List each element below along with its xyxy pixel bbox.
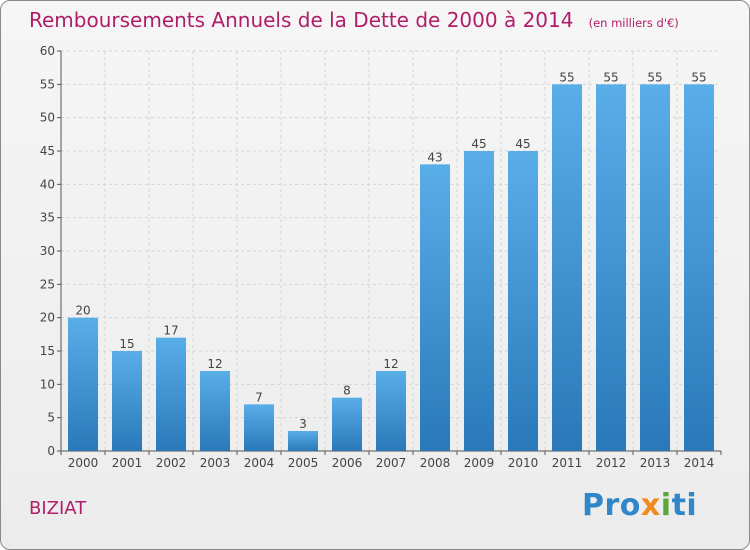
data-label: 12: [207, 357, 222, 371]
y-tick-label: 30: [40, 244, 55, 258]
logo-part-1: Pro: [582, 488, 641, 523]
bar-2002: [156, 337, 186, 451]
bar-2012: [596, 84, 626, 451]
chart-title: Remboursements Annuels de la Dette de 20…: [29, 8, 679, 32]
data-label: 7: [255, 390, 263, 404]
x-tick-label: 2003: [200, 456, 231, 470]
bar-2000: [68, 317, 98, 451]
data-label: 12: [383, 357, 398, 371]
bar-2013: [640, 84, 670, 451]
y-tick-label: 15: [40, 344, 55, 358]
y-tick-label: 5: [47, 411, 55, 425]
data-label: 15: [119, 337, 134, 351]
y-tick-label: 0: [47, 444, 55, 458]
x-tick-label: 2000: [68, 456, 99, 470]
bar-2010: [508, 151, 538, 451]
bar-2011: [552, 84, 582, 451]
x-tick-label: 2006: [332, 456, 363, 470]
x-tick-label: 2012: [596, 456, 627, 470]
x-tick-label: 2014: [684, 456, 715, 470]
y-tick-label: 25: [40, 277, 55, 291]
x-tick-label: 2005: [288, 456, 319, 470]
bar-2008: [420, 164, 450, 452]
bar-2006: [332, 397, 362, 451]
x-tick-label: 2009: [464, 456, 495, 470]
data-label: 55: [603, 70, 618, 84]
data-label: 45: [471, 137, 486, 151]
y-tick-label: 50: [40, 111, 55, 125]
data-label: 45: [515, 137, 530, 151]
data-label: 17: [163, 324, 178, 338]
bar-2007: [376, 371, 406, 451]
x-tick-label: 2011: [552, 456, 583, 470]
x-tick-label: 2004: [244, 456, 275, 470]
bars: [68, 84, 714, 452]
x-tick-label: 2002: [156, 456, 187, 470]
data-label: 20: [75, 304, 90, 318]
bar-2009: [464, 151, 494, 451]
logo-part-4: ti: [671, 488, 698, 523]
proxiti-logo: Proxiti: [582, 488, 697, 523]
y-tick-label: 55: [40, 77, 55, 91]
y-tick-label: 40: [40, 177, 55, 191]
data-label: 8: [343, 384, 351, 398]
bar-2014: [684, 84, 714, 451]
bar-2001: [112, 351, 142, 451]
data-label: 43: [427, 150, 442, 164]
commune-name: BIZIAT: [29, 498, 87, 519]
data-label: 55: [691, 70, 706, 84]
y-tick-label: 60: [40, 44, 55, 58]
y-tick-label: 35: [40, 211, 55, 225]
data-label: 55: [559, 70, 574, 84]
chart-title-main: Remboursements Annuels de la Dette de 20…: [29, 8, 574, 32]
x-tick-label: 2010: [508, 456, 539, 470]
x-tick-label: 2007: [376, 456, 407, 470]
y-tick-label: 10: [40, 377, 55, 391]
x-tick-label: 2008: [420, 456, 451, 470]
x-tick-label: 2013: [640, 456, 671, 470]
bar-2003: [200, 371, 230, 451]
bar-2004: [244, 404, 274, 451]
logo-part-3: i: [660, 488, 672, 523]
data-label: 55: [647, 70, 662, 84]
y-tick-label: 20: [40, 311, 55, 325]
data-labels: 20 15 17 12 7 3 8 12 43 45 45 55 55 55 55: [75, 70, 706, 431]
chart-title-unit: (en milliers d'€): [588, 16, 679, 30]
x-tick-label: 2001: [112, 456, 143, 470]
logo-part-2: x: [640, 488, 661, 523]
data-label: 3: [299, 417, 307, 431]
tick-labels: 0 5 10 15 20 25 30 35 40 45 50 55 60 2000 2001 2002 2003…: [40, 44, 715, 470]
y-tick-label: 45: [40, 144, 55, 158]
bar-2005: [288, 431, 318, 451]
